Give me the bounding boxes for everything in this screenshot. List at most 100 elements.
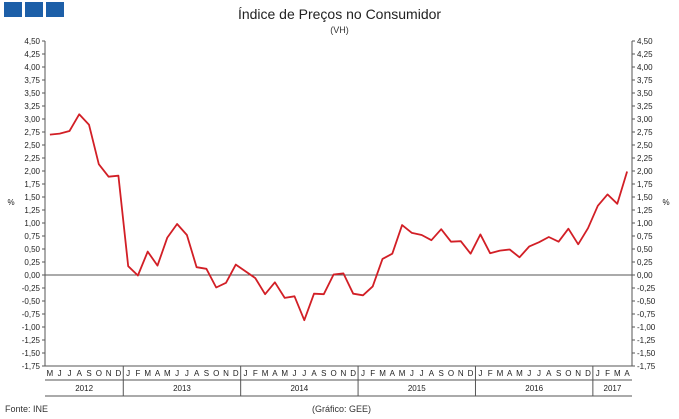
y-tick-label-left: -0,25 <box>22 284 41 293</box>
y-tick-label-right: 1,25 <box>637 206 653 215</box>
logo-block <box>25 2 43 17</box>
y-tick-label-right: -0,75 <box>637 310 656 319</box>
y-tick-label-right: 4,25 <box>637 50 653 59</box>
y-tick-label-right: 1,00 <box>637 219 653 228</box>
x-axis-years: 2012 2013 2014 2015 2016 2017 <box>75 366 622 396</box>
series-line <box>49 113 628 322</box>
month-tick-label: A <box>390 369 396 378</box>
series-group <box>49 113 628 322</box>
y-tick-label-right: 2,25 <box>637 154 653 163</box>
y-tick-label-left: 1,75 <box>24 180 40 189</box>
y-tick-label-left: 0,50 <box>24 245 40 254</box>
y-tick-label-right: 3,50 <box>637 89 653 98</box>
month-tick-label: S <box>556 369 561 378</box>
month-tick-label: J <box>361 369 365 378</box>
y-tick-label-left: 3,75 <box>24 76 40 85</box>
year-label: 2012 <box>75 384 93 393</box>
y-tick-label-left: 1,25 <box>24 206 40 215</box>
y-tick-label-right: -1,00 <box>637 323 656 332</box>
y-tick-label-right: -1,50 <box>637 349 656 358</box>
month-tick-label: F <box>488 369 493 378</box>
month-tick-label: J <box>292 369 296 378</box>
month-tick-label: F <box>605 369 610 378</box>
y-tick-label-right: -0,25 <box>637 284 656 293</box>
y-tick-label-right: 1,75 <box>637 180 653 189</box>
month-tick-label: S <box>439 369 444 378</box>
logo-block <box>46 2 64 17</box>
chart-credit: (Gráfico: GEE) <box>312 404 372 414</box>
y-tick-label-left: -0,50 <box>22 297 41 306</box>
month-tick-label: J <box>58 369 62 378</box>
month-tick-label: N <box>458 369 464 378</box>
y-tick-label-left: -1,50 <box>22 349 41 358</box>
month-tick-label: D <box>350 369 356 378</box>
year-label: 2015 <box>408 384 426 393</box>
year-label: 2017 <box>604 384 622 393</box>
month-tick-label: O <box>565 369 571 378</box>
month-tick-label: O <box>213 369 219 378</box>
gee-logo-icon <box>4 2 64 17</box>
month-tick-label: A <box>507 369 513 378</box>
y-tick-label-left: 0,25 <box>24 258 40 267</box>
month-tick-label: J <box>420 369 424 378</box>
month-tick-label: A <box>77 369 83 378</box>
month-tick-label: D <box>468 369 474 378</box>
y-tick-label-right: 3,75 <box>637 76 653 85</box>
y-tick-label-right: 4,00 <box>637 63 653 72</box>
y-tick-label-left: 2,25 <box>24 154 40 163</box>
month-tick-label: N <box>341 369 347 378</box>
year-label: 2014 <box>290 384 308 393</box>
month-tick-label: O <box>96 369 102 378</box>
month-tick-label: M <box>262 369 269 378</box>
y-tick-label-right: 2,00 <box>637 167 653 176</box>
month-tick-label: F <box>370 369 375 378</box>
month-tick-label: O <box>448 369 454 378</box>
month-tick-label: J <box>302 369 306 378</box>
y-tick-label-left: 3,50 <box>24 89 40 98</box>
year-label: 2016 <box>525 384 543 393</box>
y-axis-label-left: % <box>7 198 14 207</box>
month-tick-label: A <box>272 369 278 378</box>
month-tick-label: A <box>155 369 161 378</box>
month-tick-label: A <box>429 369 435 378</box>
y-tick-label-right: 3,00 <box>637 115 653 124</box>
y-tick-label-right: -0,50 <box>637 297 656 306</box>
month-tick-label: F <box>253 369 258 378</box>
chart-subtitle: (VH) <box>330 25 349 35</box>
y-tick-label-left: -1,75 <box>22 362 41 371</box>
y-tick-label-right: 0,50 <box>637 245 653 254</box>
month-tick-label: J <box>175 369 179 378</box>
month-tick-label: J <box>410 369 414 378</box>
year-label: 2013 <box>173 384 191 393</box>
y-tick-label-right: 2,75 <box>637 128 653 137</box>
month-tick-label: J <box>527 369 531 378</box>
y-tick-label-right: 2,50 <box>637 141 653 150</box>
month-tick-label: J <box>596 369 600 378</box>
month-tick-label: D <box>115 369 121 378</box>
y-tick-label-left: -1,25 <box>22 336 41 345</box>
month-tick-label: J <box>126 369 130 378</box>
y-axis-left: 4,50 4,25 4,00 3,75 3,50 3,25 3,00 2,75 2,50 2,25… <box>22 37 45 371</box>
y-tick-label-left: 4,50 <box>24 37 40 46</box>
y-tick-label-left: -1,00 <box>22 323 41 332</box>
y-tick-label-right: -1,75 <box>637 362 656 371</box>
y-tick-label-right: 0,25 <box>637 258 653 267</box>
chart-title: Índice de Preços no Consumidor <box>237 6 442 22</box>
month-tick-label: A <box>194 369 200 378</box>
month-tick-label: M <box>516 369 523 378</box>
logo-block <box>4 2 22 17</box>
month-tick-label: D <box>585 369 591 378</box>
y-tick-label-left: 1,00 <box>24 219 40 228</box>
month-tick-label: J <box>185 369 189 378</box>
month-tick-label: M <box>379 369 386 378</box>
y-axis-label-right: % <box>662 198 669 207</box>
month-tick-label: N <box>106 369 112 378</box>
month-tick-label: A <box>624 369 630 378</box>
y-tick-label-left: 3,00 <box>24 115 40 124</box>
y-tick-label-left: 2,50 <box>24 141 40 150</box>
month-tick-label: M <box>47 369 54 378</box>
y-tick-label-left: 1,50 <box>24 193 40 202</box>
y-tick-label-right: 3,25 <box>637 102 653 111</box>
month-tick-label: M <box>399 369 406 378</box>
